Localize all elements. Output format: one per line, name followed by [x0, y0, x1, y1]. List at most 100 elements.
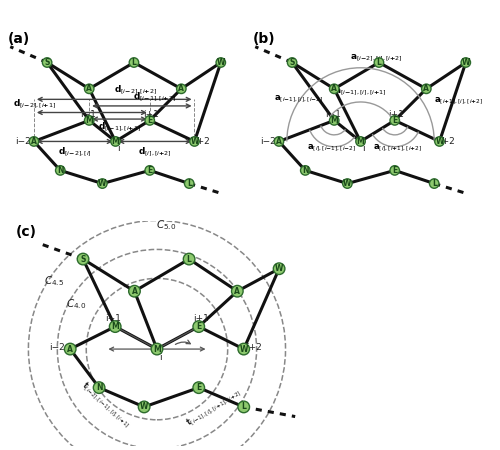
- Text: i: i: [117, 144, 119, 153]
- Circle shape: [84, 84, 94, 94]
- Circle shape: [64, 343, 76, 355]
- Circle shape: [390, 116, 400, 125]
- Text: W: W: [216, 58, 225, 67]
- Text: (a): (a): [8, 32, 30, 46]
- Text: W: W: [140, 402, 148, 411]
- Text: M: M: [356, 137, 364, 146]
- Text: L: L: [132, 58, 136, 67]
- Text: i+1: i+1: [143, 110, 159, 119]
- Circle shape: [430, 179, 439, 188]
- Circle shape: [145, 116, 154, 125]
- Text: W: W: [275, 264, 283, 273]
- Text: $\mathbf{d}_{[i\mathregular{-}2],[i\mathregular{+}2]}$: $\mathbf{d}_{[i\mathregular{-}2],[i\math…: [114, 84, 157, 97]
- Text: L: L: [376, 58, 382, 67]
- Text: W: W: [462, 58, 470, 67]
- Text: M: M: [86, 116, 93, 125]
- Circle shape: [274, 263, 285, 274]
- Text: $\mathbf{a}_{[i],[i\mathregular{-}1],[i\mathregular{-}2]}$: $\mathbf{a}_{[i],[i\mathregular{-}1],[i\…: [307, 143, 356, 154]
- Text: i+2: i+2: [440, 137, 455, 146]
- Circle shape: [216, 58, 226, 67]
- Circle shape: [374, 58, 384, 67]
- Text: L: L: [186, 255, 192, 264]
- Circle shape: [84, 116, 94, 125]
- Circle shape: [390, 166, 400, 175]
- Text: L: L: [187, 179, 192, 188]
- Circle shape: [190, 137, 199, 146]
- Circle shape: [184, 179, 194, 188]
- Text: i−1: i−1: [104, 314, 120, 323]
- Circle shape: [110, 321, 121, 333]
- Text: i−1: i−1: [80, 110, 96, 119]
- Text: i+2: i+2: [194, 137, 210, 146]
- Circle shape: [238, 343, 250, 355]
- Text: $\mathbf{a}_{[i\mathregular{-}1],[i],[i\mathregular{-}2]}$: $\mathbf{a}_{[i\mathregular{-}1],[i],[i\…: [274, 94, 324, 104]
- Text: $\mathbf{d}_{[i\mathregular{-}1],[i\mathregular{+}1]}$: $\mathbf{d}_{[i\mathregular{-}1],[i\math…: [98, 121, 141, 134]
- Text: i+1: i+1: [192, 314, 208, 323]
- Text: A: A: [67, 345, 73, 354]
- Text: $\mathbf{a}_{[i\mathregular{+}1],[i],[i\mathregular{+}2]}$: $\mathbf{a}_{[i\mathregular{+}1],[i],[i\…: [434, 96, 484, 107]
- Text: A: A: [424, 84, 430, 93]
- Text: i−2: i−2: [260, 137, 276, 146]
- Circle shape: [129, 58, 138, 67]
- Circle shape: [274, 137, 283, 146]
- Text: i−2: i−2: [49, 343, 64, 352]
- Text: M: M: [153, 345, 161, 354]
- Circle shape: [330, 116, 339, 125]
- Circle shape: [94, 382, 105, 393]
- Circle shape: [193, 382, 204, 393]
- Text: $\mathbf{a}_{[i\mathregular{-}2],[i],[i\mathregular{+}2]}$: $\mathbf{a}_{[i\mathregular{-}2],[i],[i\…: [350, 53, 403, 64]
- Text: N: N: [96, 383, 102, 392]
- Circle shape: [330, 84, 339, 94]
- Circle shape: [151, 343, 163, 355]
- Text: A: A: [86, 84, 92, 93]
- Text: W: W: [98, 179, 106, 188]
- Circle shape: [184, 253, 195, 265]
- Text: $\mathbf{d}_{[i\mathregular{-}2],[i\mathregular{+}1]}$: $\mathbf{d}_{[i\mathregular{-}2],[i\math…: [13, 98, 56, 111]
- Text: $\mathbf{a}_{[i],[i\mathregular{+}1],[i\mathregular{+}2]}$: $\mathbf{a}_{[i],[i\mathregular{+}1],[i\…: [373, 143, 422, 154]
- Circle shape: [422, 84, 431, 94]
- Text: i+1: i+1: [388, 110, 404, 119]
- Text: S: S: [44, 58, 50, 67]
- Circle shape: [288, 58, 297, 67]
- Text: W: W: [190, 137, 198, 146]
- Text: $\mathbf{d}_{[i\mathregular{-}1],[i\mathregular{+}2]}$: $\mathbf{d}_{[i\mathregular{-}1],[i\math…: [134, 91, 176, 104]
- Text: i−2: i−2: [15, 137, 31, 146]
- Circle shape: [42, 58, 52, 67]
- Text: A: A: [234, 287, 240, 296]
- Circle shape: [29, 137, 38, 146]
- Text: L: L: [242, 402, 246, 411]
- Circle shape: [342, 179, 352, 188]
- Text: $\mathbf{t}_{[i\mathregular{-}2],[i\mathregular{-}1],[i],[i\mathregular{+}1]}$: $\mathbf{t}_{[i\mathregular{-}2],[i\math…: [78, 380, 134, 431]
- Text: A: A: [276, 137, 282, 146]
- Text: N: N: [302, 166, 308, 175]
- Circle shape: [356, 137, 366, 146]
- Text: W: W: [240, 345, 248, 354]
- Text: E: E: [392, 166, 398, 175]
- Text: $\mathbf{a}_{[i\mathregular{-}1],[i],[i\mathregular{+}1]}$: $\mathbf{a}_{[i\mathregular{-}1],[i],[i\…: [334, 87, 387, 98]
- Text: $\mathbf{t}_{[i\mathregular{-}1],[i],[i\mathregular{+}1],[i\mathregular{+}2]}$: $\mathbf{t}_{[i\mathregular{-}1],[i],[i\…: [184, 386, 244, 430]
- Text: M: M: [112, 322, 119, 331]
- Circle shape: [145, 166, 154, 175]
- Circle shape: [434, 137, 444, 146]
- Circle shape: [138, 401, 150, 413]
- Circle shape: [300, 166, 310, 175]
- Text: M: M: [112, 137, 120, 146]
- Text: $C_{4.5}$: $C_{4.5}$: [44, 274, 64, 288]
- Text: A: A: [31, 137, 37, 146]
- Text: M: M: [330, 116, 338, 125]
- Text: A: A: [332, 84, 337, 93]
- Text: $\mathbf{d}_{[i\mathregular{-}2],[i]}$: $\mathbf{d}_{[i\mathregular{-}2],[i]}$: [58, 146, 92, 159]
- Text: E: E: [147, 166, 152, 175]
- Text: A: A: [178, 84, 184, 93]
- Circle shape: [111, 137, 120, 146]
- Circle shape: [238, 401, 250, 413]
- Text: S: S: [290, 58, 295, 67]
- Text: E: E: [392, 116, 398, 125]
- Circle shape: [56, 166, 65, 175]
- Text: E: E: [196, 383, 202, 392]
- Text: S: S: [80, 255, 86, 264]
- Text: $\mathbf{d}_{[i],[i\mathregular{+}2]}$: $\mathbf{d}_{[i],[i\mathregular{+}2]}$: [138, 146, 172, 159]
- Text: i: i: [160, 353, 162, 362]
- Text: W: W: [436, 137, 444, 146]
- Text: i: i: [362, 144, 364, 153]
